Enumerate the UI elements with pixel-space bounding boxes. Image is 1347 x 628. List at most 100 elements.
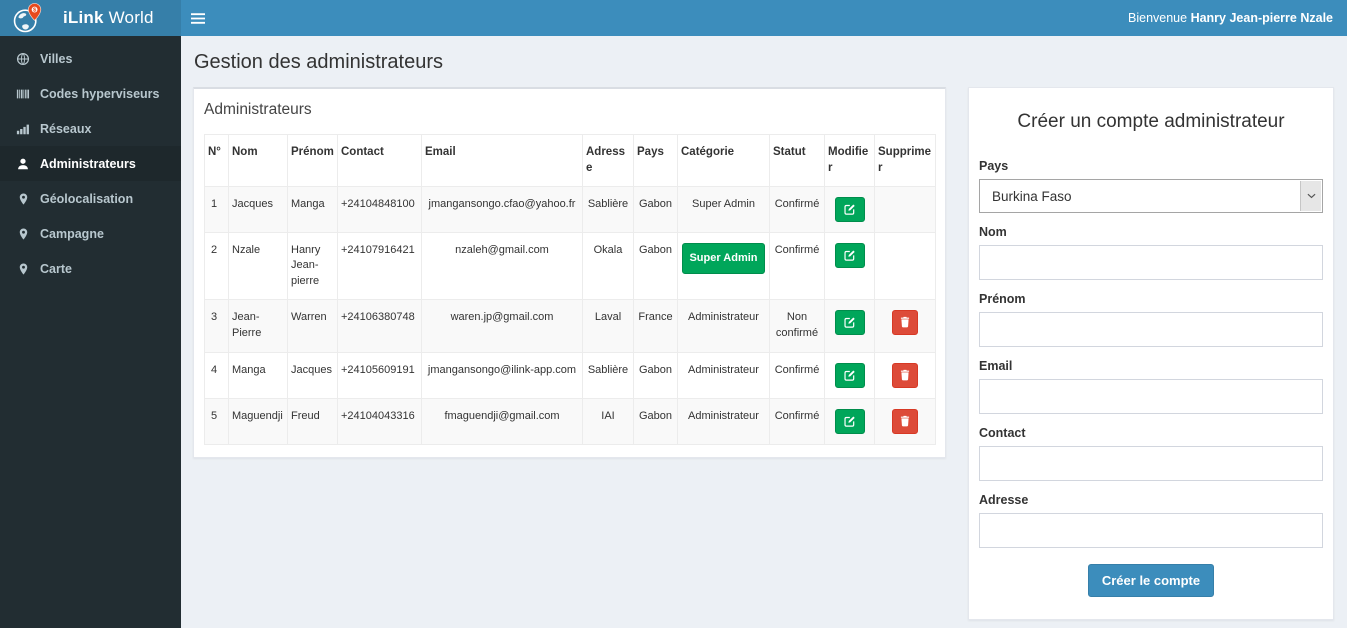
- cell-supprimer: [874, 299, 936, 353]
- contact-label: Contact: [979, 426, 1026, 440]
- pays-select[interactable]: Burkina Faso: [980, 180, 1322, 212]
- col-header-supprimer: Supprimer: [874, 134, 936, 187]
- cell-prenom: Jacques: [287, 351, 338, 399]
- edit-button[interactable]: [834, 408, 865, 434]
- cell-email: fmaguendji@gmail.com: [421, 397, 583, 445]
- pays-label: Pays: [979, 159, 1009, 173]
- map-marker-icon: [15, 192, 31, 206]
- pays-select-wrap: Burkina Faso: [979, 179, 1323, 213]
- map-marker-icon: [15, 262, 31, 276]
- cell-modifier: [824, 351, 875, 399]
- edit-button[interactable]: [834, 310, 865, 336]
- delete-button[interactable]: [892, 408, 918, 434]
- pencil-square-icon: [843, 317, 855, 329]
- create-admin-panel: Créer un compte administrateur Pays Burk…: [968, 87, 1334, 620]
- cell-contact: +24107916421: [337, 231, 422, 301]
- brand-title: iLink World: [63, 8, 154, 28]
- sidebar-item-villes[interactable]: Villes: [0, 41, 181, 76]
- sidebar-item-carte[interactable]: Carte: [0, 251, 181, 286]
- main-content: Gestion des administrateurs Administrate…: [181, 36, 1347, 628]
- edit-button[interactable]: [834, 242, 865, 268]
- nom-field[interactable]: [979, 245, 1323, 280]
- trash-icon: [900, 369, 910, 381]
- cell-modifier: [824, 299, 875, 353]
- edit-button[interactable]: [834, 196, 865, 222]
- cell-adresse: IAI: [582, 397, 634, 445]
- cell-adresse: Sablière: [582, 351, 634, 399]
- navbar: Bienvenue Hanry Jean-pierre Nzale: [181, 0, 1347, 36]
- table-row: 4 Manga Jacques +24105609191 jmangansong…: [204, 351, 936, 399]
- sidebar-item-codes-hyperviseurs[interactable]: Codes hyperviseurs: [0, 76, 181, 111]
- sidebar-item-label: Administrateurs: [40, 156, 136, 171]
- pencil-square-icon: [843, 370, 855, 381]
- panel-title: Administrateurs: [204, 101, 312, 118]
- cell-supprimer: [874, 185, 936, 233]
- globe-icon: [15, 52, 31, 66]
- col-header-categorie: Catégorie: [677, 134, 770, 187]
- sidebar-item-campagne[interactable]: Campagne: [0, 216, 181, 251]
- sidebar-item-label: Villes: [40, 51, 73, 66]
- cell-prenom: Hanry Jean-pierre: [287, 231, 338, 301]
- cell-prenom: Manga: [287, 185, 338, 233]
- cell-categorie: Super Admin: [677, 185, 770, 233]
- table-row: 2 Nzale Hanry Jean-pierre +24107916421 n…: [204, 231, 936, 301]
- create-account-button[interactable]: Créer le compte: [1087, 564, 1215, 597]
- super-admin-badge-button[interactable]: Super Admin: [682, 242, 765, 275]
- col-header-pays: Pays: [633, 134, 678, 187]
- trash-icon: [900, 415, 910, 427]
- sidebar-item-reseaux[interactable]: Réseaux: [0, 111, 181, 146]
- cell-categorie: Administrateur: [677, 299, 770, 353]
- edit-button[interactable]: [834, 362, 865, 388]
- cell-numero: 2: [204, 231, 229, 301]
- pencil-square-icon: [843, 250, 855, 261]
- bar-chart-icon: [15, 122, 31, 136]
- cell-nom: Jacques: [228, 185, 288, 233]
- cell-contact: +24104043316: [337, 397, 422, 445]
- cell-supprimer: [874, 231, 936, 301]
- user-icon: [15, 157, 31, 171]
- cell-numero: 1: [204, 185, 229, 233]
- cell-nom: Nzale: [228, 231, 288, 301]
- cell-email: nzaleh@gmail.com: [421, 231, 583, 301]
- table-row: 5 Maguendji Freud +24104043316 fmaguendj…: [204, 397, 936, 445]
- svg-text:$: $: [33, 7, 37, 13]
- cell-modifier: [824, 231, 875, 301]
- sidebar-item-geolocalisation[interactable]: Géolocalisation: [0, 181, 181, 216]
- adresse-field[interactable]: [979, 513, 1323, 548]
- cell-statut: Confirmé: [769, 397, 825, 445]
- map-marker-icon: [15, 227, 31, 241]
- cell-supprimer: [874, 397, 936, 445]
- prenom-field[interactable]: [979, 312, 1323, 347]
- administrators-panel: Administrateurs N° Nom Prénom Contact: [193, 87, 946, 458]
- delete-button[interactable]: [892, 362, 918, 388]
- sidebar-nav: Villes Codes hyperviseurs Réseaux Admini…: [0, 36, 181, 628]
- pencil-square-icon: [843, 416, 855, 427]
- col-header-statut: Statut: [769, 134, 825, 187]
- user-menu-toggle[interactable]: Bienvenue Hanry Jean-pierre Nzale: [1128, 11, 1347, 25]
- brand-title-light: World: [103, 8, 154, 27]
- contact-field[interactable]: [979, 446, 1323, 481]
- col-header-nom: Nom: [228, 134, 288, 187]
- email-field[interactable]: [979, 379, 1323, 414]
- delete-button[interactable]: [892, 310, 918, 336]
- col-header-prenom: Prénom: [287, 134, 338, 187]
- ilink-globe-pin-logo-icon: $: [11, 1, 45, 35]
- cell-pays: Gabon: [633, 231, 678, 301]
- cell-adresse: Okala: [582, 231, 634, 301]
- cell-statut: Confirmé: [769, 231, 825, 301]
- pencil-square-icon: [843, 204, 855, 215]
- cell-contact: +24106380748: [337, 299, 422, 353]
- brand-link[interactable]: $ iLink World: [0, 0, 181, 36]
- cell-contact: +24104848100: [337, 185, 422, 233]
- welcome-user-name: Hanry Jean-pierre Nzale: [1190, 11, 1333, 25]
- sidebar-toggle-button[interactable]: [181, 0, 215, 36]
- hamburger-icon: [191, 12, 205, 24]
- cell-adresse: Sablière: [582, 185, 634, 233]
- cell-nom: Manga: [228, 351, 288, 399]
- sidebar-item-administrateurs[interactable]: Administrateurs: [0, 146, 181, 181]
- cell-modifier: [824, 185, 875, 233]
- cell-pays: Gabon: [633, 185, 678, 233]
- prenom-label: Prénom: [979, 292, 1026, 306]
- brand-title-bold: iLink: [63, 8, 104, 27]
- col-header-numero: N°: [204, 134, 229, 187]
